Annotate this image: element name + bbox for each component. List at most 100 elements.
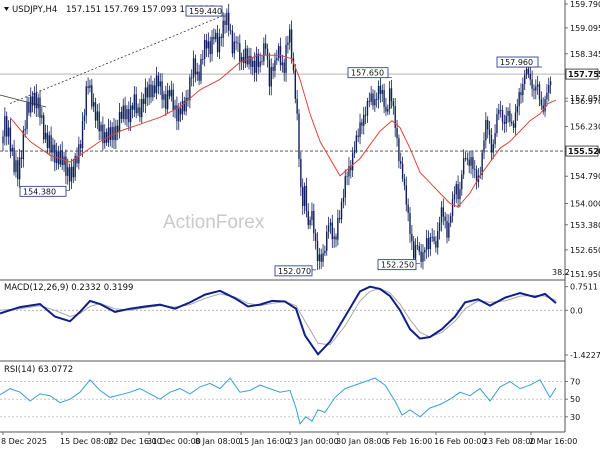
candle-body: [322, 253, 324, 262]
candle-body: [283, 62, 285, 73]
candle-body: [4, 116, 6, 137]
candle-body: [246, 48, 248, 65]
candle-body: [17, 160, 19, 180]
candle-body: [2, 136, 4, 144]
candle-body: [268, 59, 271, 87]
price-tick-label: 154.000: [570, 199, 600, 208]
candle-body: [30, 96, 32, 113]
trendline-left[interactable]: [0, 94, 47, 108]
annotation-box: [496, 56, 539, 68]
candle-body: [165, 94, 167, 110]
candle-body: [326, 231, 328, 251]
candle-body: [303, 185, 306, 206]
candle-body: [148, 84, 150, 98]
candle-body: [485, 120, 487, 141]
candle-body: [261, 61, 263, 63]
collapse-triangle-icon[interactable]: [4, 7, 9, 11]
price-tick-label: 156.970: [570, 97, 600, 106]
candle-body: [409, 213, 411, 234]
candle-body: [348, 166, 350, 177]
time-tick-label: 6 Feb 16:00: [385, 437, 432, 446]
ohlc-readout: 157.151 157.769 157.093 157.755: [66, 5, 215, 15]
candle-body: [200, 59, 202, 81]
candle-body: [405, 185, 407, 205]
candle-body: [364, 114, 367, 116]
candle-body: [50, 135, 52, 153]
candle-body: [311, 211, 313, 220]
candle-body: [437, 231, 439, 248]
candle-body: [400, 161, 402, 164]
candle-body: [453, 194, 456, 200]
candle-body: [392, 101, 395, 107]
candle-body: [141, 99, 143, 118]
candle-body: [505, 115, 507, 124]
candle-body: [81, 121, 84, 149]
candle-body: [20, 157, 23, 160]
candle-body: [211, 36, 213, 55]
rsi-panel[interactable]: RSI(14) 63.0772 70 50 30: [0, 365, 580, 433]
candle-body: [135, 94, 137, 114]
macd-panel[interactable]: MACD(12,26,9) 0.2332 0.3199 0.7511 0.0 -1.…: [0, 283, 600, 362]
candle-body: [252, 60, 254, 67]
candle-body: [407, 204, 409, 214]
candle-body: [533, 88, 535, 91]
candle-body: [276, 58, 278, 61]
candle-body: [357, 135, 359, 137]
candle-body: [253, 60, 256, 73]
candle-body: [351, 153, 354, 171]
time-tick-label: 8 Jan 08:00: [195, 437, 241, 446]
candle-body: [124, 105, 126, 120]
candle-body: [538, 84, 541, 100]
candle-body: [74, 155, 76, 178]
time-tick-label: 15 Jan 16:00: [239, 437, 290, 446]
corner-value: 38.2: [552, 268, 570, 277]
candle-body: [131, 105, 134, 110]
candle-body: [431, 236, 433, 238]
candle-body: [468, 159, 470, 166]
candle-body: [185, 97, 187, 112]
candle-body: [370, 93, 372, 102]
candle-body: [65, 156, 67, 176]
candle-body: [446, 220, 448, 238]
time-tick-label: 2 Mar 16:00: [529, 437, 577, 446]
candle-body: [542, 105, 544, 112]
candle-body: [33, 92, 36, 106]
candle-body: [192, 58, 195, 78]
candle-body: [11, 147, 13, 152]
price-tag-label: 157.755: [568, 70, 600, 79]
candle-body: [296, 98, 298, 114]
candle-body: [509, 110, 511, 122]
annotation-label: 157.960: [500, 58, 533, 67]
candle-body: [313, 211, 315, 234]
candle-body: [63, 156, 65, 165]
candle-body: [339, 217, 341, 220]
candle-body: [535, 86, 537, 91]
macd-title: MACD(12,26,9) 0.2332 0.3199: [4, 283, 133, 293]
candle-body: [67, 167, 69, 176]
candle-body: [80, 144, 82, 149]
candle-body: [298, 113, 300, 160]
candle-body: [48, 135, 50, 148]
candle-body: [337, 217, 339, 240]
candle-body: [72, 166, 74, 178]
candle-body: [359, 122, 361, 137]
candle-body: [512, 123, 515, 128]
candle-body: [157, 75, 160, 87]
price-panel[interactable]: ActionForex 159.790 159.095 158.345 157.755…: [0, 0, 600, 432]
candle-body: [22, 130, 25, 160]
candle-body: [35, 92, 37, 109]
candle-body: [427, 238, 430, 250]
candle-body: [155, 75, 158, 94]
annotation-label: 157.650: [351, 69, 384, 78]
candle-body: [26, 102, 28, 129]
candle-body: [483, 140, 485, 153]
candle-body: [285, 44, 287, 73]
price-tag-label: 155.520: [568, 147, 600, 156]
candle-body: [514, 112, 517, 128]
candle-body: [28, 102, 30, 113]
time-tick-label: 23 Feb 08:00: [483, 437, 535, 446]
price-tag-box: [565, 68, 599, 80]
candle-body: [501, 109, 504, 122]
candle-body: [420, 251, 422, 262]
